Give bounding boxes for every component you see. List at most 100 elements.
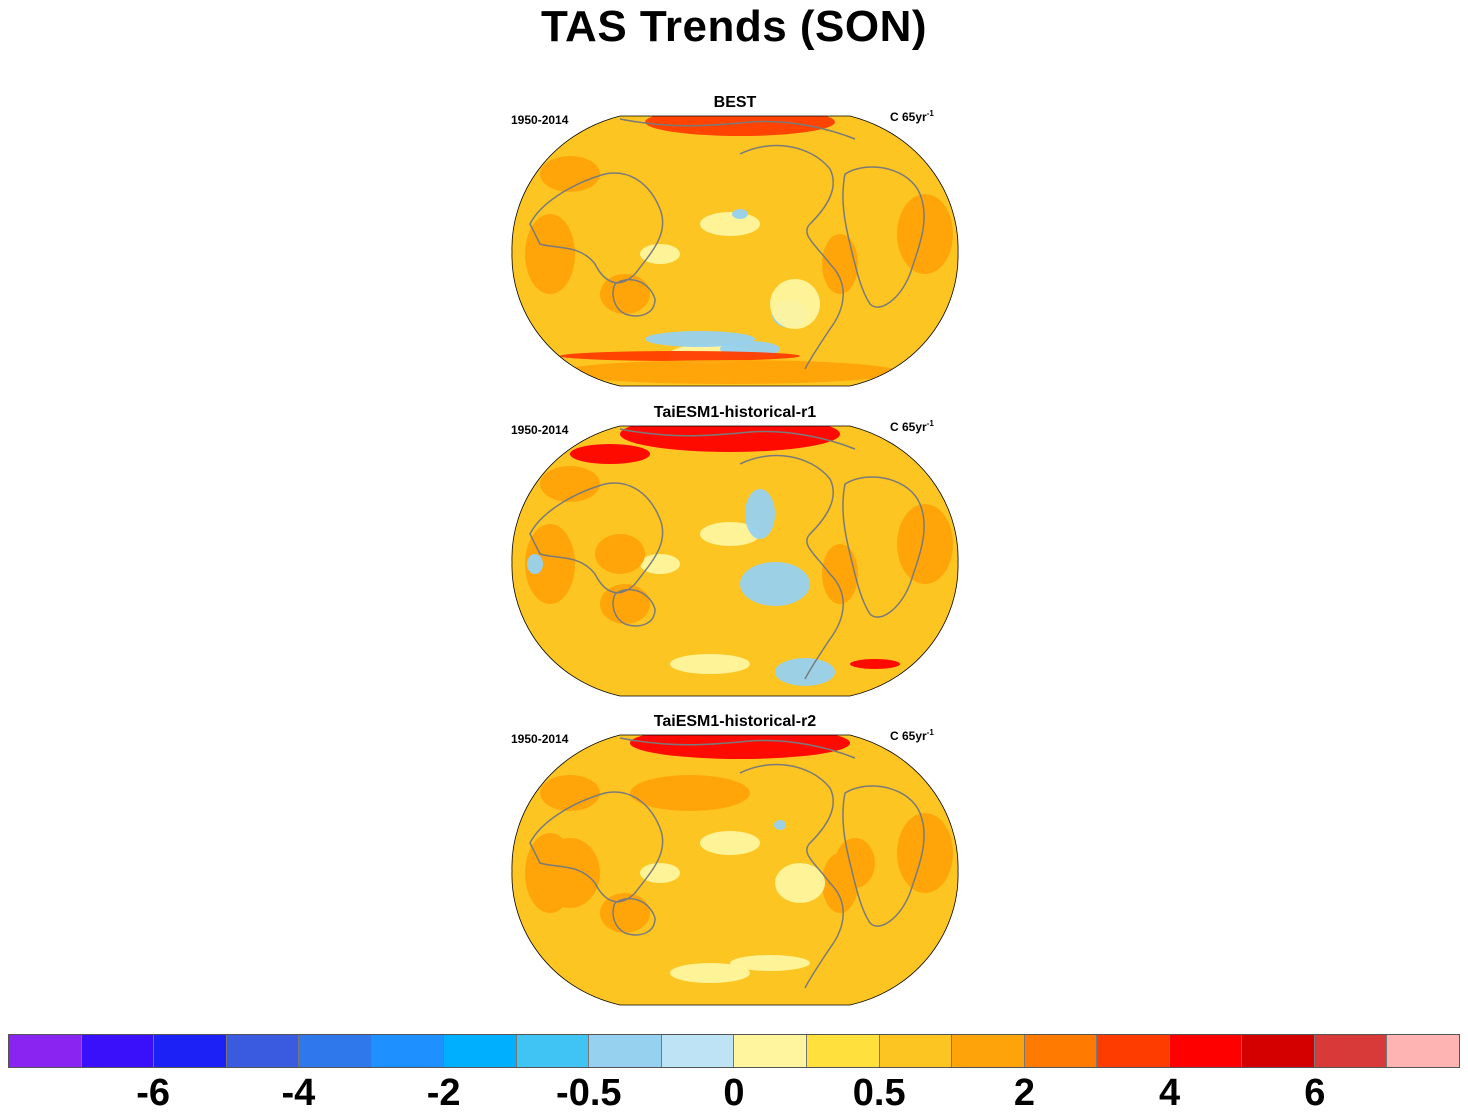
trend-patch bbox=[560, 351, 800, 361]
colorbar-box bbox=[1387, 1035, 1459, 1067]
trend-patch bbox=[645, 331, 755, 347]
map-border bbox=[511, 425, 959, 697]
colorbar-tick-label: -2 bbox=[426, 1072, 461, 1114]
colorbar-box bbox=[807, 1035, 880, 1067]
period-label: 1950-2014 bbox=[511, 113, 569, 127]
map-panel-best: BEST 1950-2014 C 65yr-1 bbox=[500, 94, 970, 404]
colorbar-box bbox=[299, 1035, 372, 1067]
page-title: TAS Trends (SON) bbox=[540, 2, 928, 51]
coastline bbox=[612, 588, 656, 627]
colorbar-tick-label: 4 bbox=[1159, 1072, 1181, 1114]
colorbar-box bbox=[589, 1035, 662, 1067]
colorbar bbox=[8, 1034, 1460, 1068]
colorbar-tick-label: 0.5 bbox=[852, 1072, 906, 1114]
colorbar-tick-label: -6 bbox=[136, 1072, 171, 1114]
colorbar-tick-label: -4 bbox=[281, 1072, 316, 1114]
trend-patch bbox=[850, 659, 900, 669]
map-border bbox=[511, 734, 959, 1006]
panel-title: TaiESM1-historical-r1 bbox=[653, 404, 817, 421]
colorbar-box bbox=[952, 1035, 1025, 1067]
coastline bbox=[739, 454, 844, 680]
robinson-map bbox=[511, 115, 959, 387]
map-border bbox=[511, 115, 959, 387]
trend-patch bbox=[527, 554, 543, 574]
colorbar-box bbox=[1242, 1035, 1315, 1067]
colorbar-box bbox=[154, 1035, 227, 1067]
panel-title: TaiESM1-historical-r2 bbox=[653, 713, 817, 730]
coastline bbox=[842, 166, 925, 308]
colorbar-box bbox=[9, 1035, 82, 1067]
map-panel-r2: TaiESM1-historical-r2 1950-2014 C 65yr-1 bbox=[500, 713, 970, 1023]
period-label: 1950-2014 bbox=[511, 423, 569, 437]
robinson-map bbox=[511, 425, 959, 697]
coastline bbox=[619, 737, 856, 759]
trend-patch bbox=[700, 522, 760, 546]
robinson-map bbox=[511, 734, 959, 1006]
panel-title: BEST bbox=[713, 94, 757, 111]
colorbar-box bbox=[1314, 1035, 1388, 1067]
colorbar-box bbox=[81, 1035, 155, 1067]
trend-patch bbox=[600, 893, 650, 933]
trend-patch bbox=[595, 534, 645, 574]
coastline bbox=[842, 476, 925, 618]
coastline bbox=[619, 118, 856, 140]
trend-patch bbox=[525, 214, 575, 294]
colorbar-box bbox=[661, 1035, 735, 1067]
trend-patch bbox=[630, 735, 850, 759]
trend-patch bbox=[540, 838, 600, 908]
trend-patch bbox=[670, 963, 750, 983]
trend-patch bbox=[640, 554, 680, 574]
trend-patch bbox=[732, 209, 748, 219]
trend-patch bbox=[897, 813, 953, 893]
trend-patch bbox=[560, 360, 900, 384]
coastline bbox=[619, 428, 856, 450]
units-label: C 65yr-1 bbox=[890, 419, 934, 434]
trend-patch bbox=[700, 831, 760, 855]
coastline bbox=[739, 144, 844, 370]
trend-patch bbox=[525, 524, 575, 604]
trend-patch bbox=[730, 955, 810, 971]
colorbar-tick-label: 6 bbox=[1304, 1072, 1326, 1114]
trend-patch bbox=[897, 504, 953, 584]
trend-patch bbox=[645, 116, 835, 136]
trend-patch bbox=[570, 444, 650, 464]
colorbar-box bbox=[516, 1035, 590, 1067]
trend-patch bbox=[835, 838, 875, 888]
trend-patch bbox=[600, 274, 650, 314]
coastline bbox=[529, 482, 664, 594]
colorbar-tick-label: 0 bbox=[723, 1072, 745, 1114]
trend-patch bbox=[745, 489, 775, 539]
colorbar-box bbox=[444, 1035, 517, 1067]
trend-patch bbox=[670, 654, 750, 674]
colorbar-box bbox=[226, 1035, 300, 1067]
coastline bbox=[612, 897, 656, 936]
trend-patch bbox=[540, 775, 600, 811]
colorbar-tick-label: 2 bbox=[1013, 1072, 1035, 1114]
colorbar-box bbox=[1024, 1035, 1098, 1067]
units-label: C 65yr-1 bbox=[890, 728, 934, 743]
units-label: C 65yr-1 bbox=[890, 109, 934, 124]
coastline bbox=[842, 785, 925, 927]
colorbar-box bbox=[879, 1035, 953, 1067]
coastline bbox=[529, 172, 664, 284]
trend-patch bbox=[700, 212, 760, 236]
trend-patch bbox=[640, 244, 680, 264]
coastline bbox=[612, 278, 656, 317]
trend-patch bbox=[775, 658, 835, 686]
trend-patch bbox=[600, 584, 650, 624]
colorbar-box bbox=[1169, 1035, 1243, 1067]
coastline bbox=[739, 763, 844, 989]
trend-patch bbox=[630, 775, 750, 811]
trend-patch bbox=[897, 194, 953, 274]
colorbar-tick-label: -0.5 bbox=[556, 1072, 622, 1114]
colorbar-box bbox=[734, 1035, 808, 1067]
trend-patch bbox=[822, 544, 858, 604]
trend-patch bbox=[822, 234, 858, 294]
coastline bbox=[529, 791, 664, 903]
period-label: 1950-2014 bbox=[511, 732, 569, 746]
colorbar-box bbox=[1097, 1035, 1170, 1067]
trend-patch bbox=[640, 863, 680, 883]
trend-patch bbox=[540, 466, 600, 502]
trend-patch bbox=[774, 820, 786, 830]
trend-patch bbox=[540, 156, 600, 192]
